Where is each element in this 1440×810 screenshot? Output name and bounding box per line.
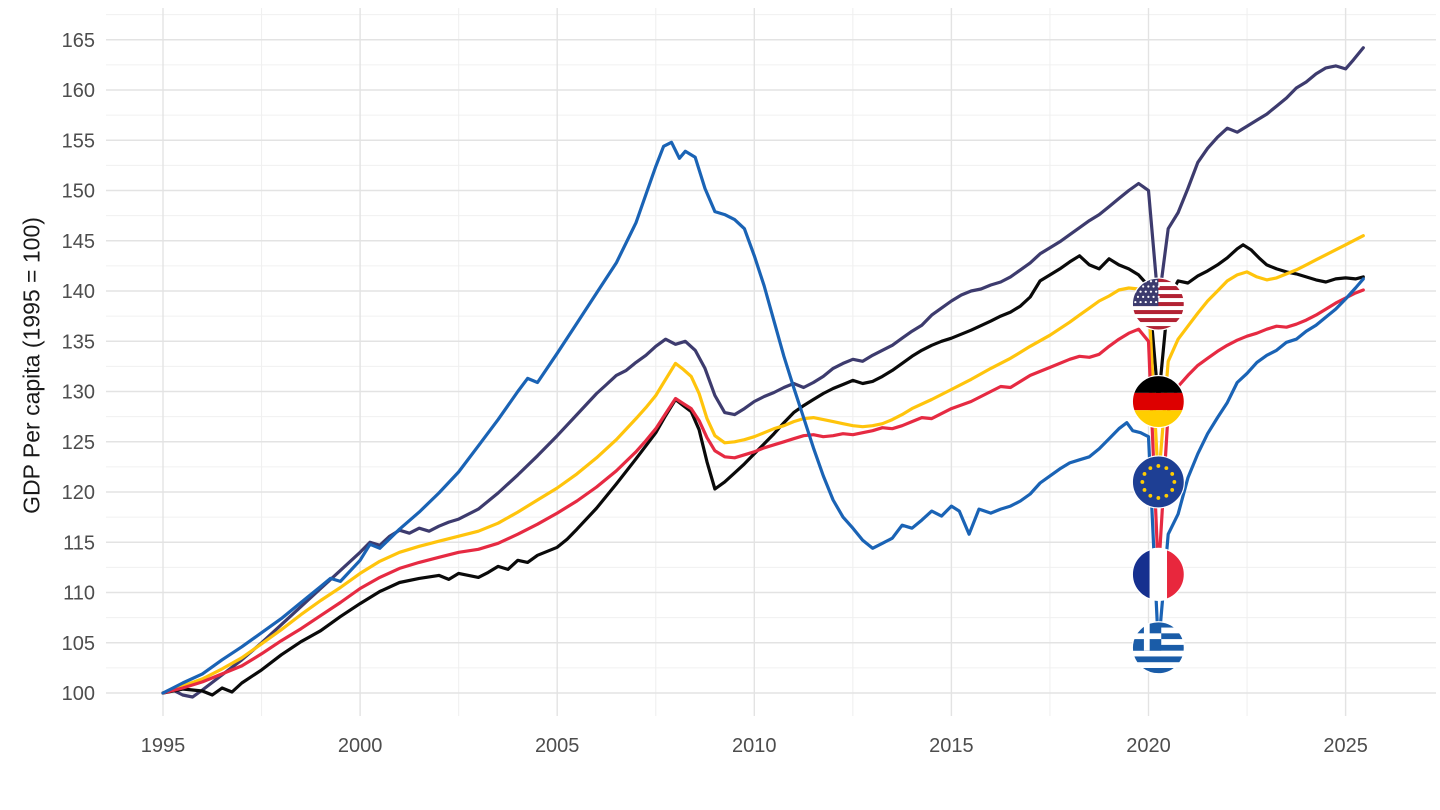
y-tick-label: 100 bbox=[62, 683, 95, 705]
de-flag-marker bbox=[1132, 375, 1185, 428]
us-flag-rim bbox=[1131, 277, 1185, 331]
x-tick-label: 2000 bbox=[338, 735, 383, 757]
y-tick-label: 165 bbox=[62, 30, 95, 52]
series-line-de bbox=[161, 243, 1365, 697]
y-tick-label: 125 bbox=[62, 432, 95, 454]
x-tick-label: 2005 bbox=[535, 735, 580, 757]
series-line-fr bbox=[161, 288, 1365, 695]
y-tick-label: 150 bbox=[62, 181, 95, 203]
y-axis-title: GDP Per capita (1995 = 100) bbox=[18, 217, 45, 514]
fr-flag-marker bbox=[1132, 548, 1185, 601]
y-tick-label: 145 bbox=[62, 231, 95, 253]
y-tick-label: 120 bbox=[62, 482, 95, 504]
y-tick-label: 140 bbox=[62, 281, 95, 303]
de-flag-rim bbox=[1131, 374, 1185, 429]
x-tick-label: 2025 bbox=[1323, 735, 1368, 757]
series-line-eu bbox=[161, 234, 1365, 695]
y-tick-label: 155 bbox=[62, 130, 95, 152]
gr-flag-marker bbox=[1132, 621, 1185, 674]
y-tick-label: 130 bbox=[62, 382, 95, 404]
y-tick-label: 105 bbox=[62, 633, 95, 655]
eu-flag-marker bbox=[1132, 455, 1185, 508]
y-tick-label: 160 bbox=[62, 80, 95, 102]
series-line-gr bbox=[161, 140, 1365, 695]
x-tick-label: 1995 bbox=[141, 735, 186, 757]
eu-flag-rim bbox=[1131, 455, 1185, 509]
gr-flag-rim bbox=[1131, 621, 1185, 675]
x-tick-label: 2020 bbox=[1126, 735, 1171, 757]
y-tick-label: 110 bbox=[63, 583, 95, 605]
y-tick-label: 135 bbox=[62, 331, 95, 353]
fr-flag-rim bbox=[1131, 547, 1185, 602]
x-tick-label: 2010 bbox=[732, 735, 777, 757]
series-line-us bbox=[161, 46, 1365, 699]
x-tick-label: 2015 bbox=[929, 735, 974, 757]
y-tick-label: 115 bbox=[63, 532, 95, 554]
